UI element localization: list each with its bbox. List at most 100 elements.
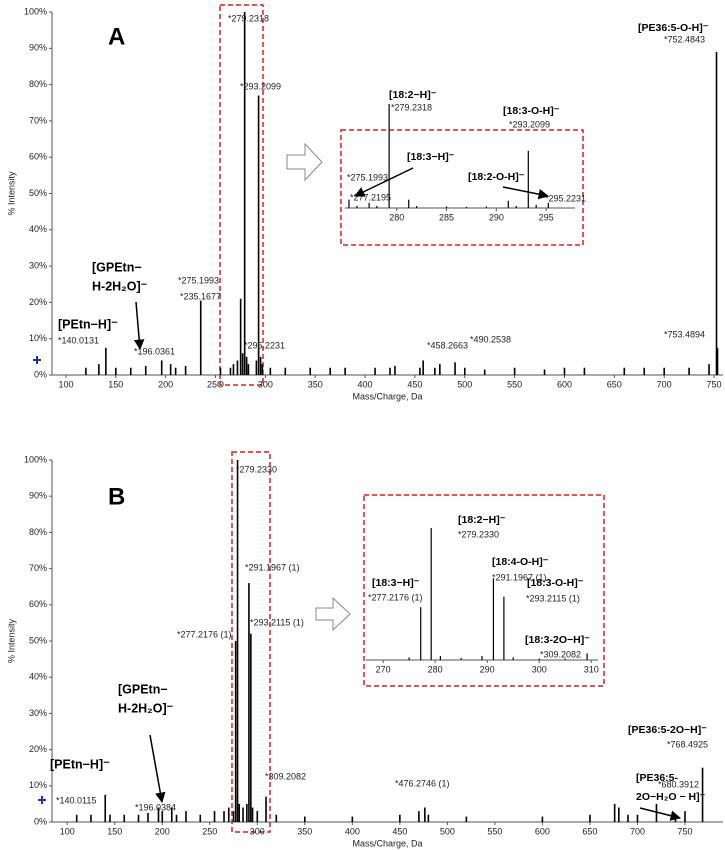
peak-label: *293.2115 (1) bbox=[250, 617, 304, 627]
y-tick-label: 30% bbox=[29, 708, 47, 718]
x-tick-label: 290 bbox=[480, 664, 495, 674]
annotation: [18:3-2O−H]⁻ bbox=[525, 634, 590, 646]
zoom-arrow bbox=[315, 596, 351, 632]
y-tick-label: 90% bbox=[29, 491, 47, 501]
peak-label: *140.0115 bbox=[56, 795, 96, 805]
peak-label: *196.0384 bbox=[135, 802, 176, 812]
x-tick-label: 250 bbox=[202, 826, 217, 836]
annotation: [GPEtn− bbox=[118, 682, 168, 696]
peak-label: *277.2176 (1) bbox=[368, 592, 423, 602]
annotation: [18:2-O-H]⁻ bbox=[468, 171, 525, 183]
annotation: 2O−H₂O − H]⁻ bbox=[636, 791, 706, 803]
peak-label: *752.4843 bbox=[664, 34, 705, 44]
x-tick-label: 150 bbox=[107, 826, 122, 836]
y-tick-label: 60% bbox=[29, 152, 47, 162]
x-tick-label: 400 bbox=[345, 826, 360, 836]
peak-label: *309.2082 bbox=[540, 649, 581, 659]
annotation: H-2H₂O]⁻ bbox=[92, 279, 148, 293]
peak-label: *275.1993 bbox=[347, 172, 388, 182]
peak-label: *196.0361 bbox=[134, 346, 175, 356]
y-axis-title: % Intensity bbox=[6, 171, 16, 216]
y-tick-label: 60% bbox=[29, 599, 47, 609]
x-tick-label: 500 bbox=[440, 826, 455, 836]
annotation: [18:4-O-H]⁻ bbox=[492, 556, 549, 568]
x-axis-title: Mass/Charge, Da bbox=[352, 391, 422, 401]
inset-box bbox=[340, 129, 584, 246]
annotation: [18:3−H]⁻ bbox=[372, 577, 420, 589]
y-tick-label: 20% bbox=[29, 297, 47, 307]
x-tick-label: 300 bbox=[532, 664, 547, 674]
y-tick-label: 80% bbox=[29, 79, 47, 89]
annotation: [18:3-O-H]⁻ bbox=[503, 105, 560, 117]
x-tick-label: 285 bbox=[439, 212, 454, 222]
peak-label: *753.4894 bbox=[664, 329, 705, 339]
annotation-arrow bbox=[354, 167, 414, 197]
x-tick-label: 270 bbox=[376, 664, 391, 674]
highlight-box bbox=[231, 451, 271, 833]
peak-label: *140.0131 bbox=[58, 335, 99, 345]
peak-label: *293.2099 bbox=[509, 119, 550, 129]
peak-label: *279.2318 bbox=[391, 102, 432, 112]
peak-label: *309.2082 bbox=[265, 771, 306, 781]
zoom-arrow bbox=[286, 142, 323, 182]
x-tick-label: 550 bbox=[487, 826, 502, 836]
inset-box bbox=[363, 494, 605, 687]
x-tick-label: 600 bbox=[535, 826, 550, 836]
annotation: [PE36:5- bbox=[636, 772, 679, 784]
y-tick-label: 50% bbox=[29, 635, 47, 645]
peak-label: *768.4925 bbox=[667, 739, 708, 749]
x-tick-label: 450 bbox=[392, 826, 407, 836]
peak-label: *295.2231 bbox=[545, 193, 586, 203]
y-tick-label: 10% bbox=[29, 780, 47, 790]
x-tick-label: 295 bbox=[539, 212, 554, 222]
panel-label: B bbox=[108, 483, 125, 510]
x-tick-label: 150 bbox=[108, 379, 123, 389]
x-tick-label: 550 bbox=[507, 379, 522, 389]
y-axis-title: % Intensity bbox=[6, 618, 16, 663]
annotation-arrow bbox=[149, 734, 166, 804]
peak-label: *490.2538 bbox=[470, 334, 511, 344]
x-tick-label: 300 bbox=[258, 379, 273, 389]
annotation: [PEtn−H]⁻ bbox=[58, 317, 118, 331]
y-tick-label: 100% bbox=[24, 6, 47, 16]
x-tick-label: 100 bbox=[58, 379, 73, 389]
annotation: [PE36:5-O-H]⁻ bbox=[638, 22, 709, 34]
x-tick-label: 450 bbox=[407, 379, 422, 389]
x-tick-label: 200 bbox=[155, 826, 170, 836]
peak-label: *291.1967 (1) bbox=[492, 572, 547, 582]
annotation: [18:2−H]⁻ bbox=[458, 514, 506, 526]
highlight-box bbox=[219, 4, 264, 386]
peak-label: *293.2115 (1) bbox=[526, 593, 580, 603]
y-tick-label: 70% bbox=[29, 115, 47, 125]
marker-cross bbox=[38, 796, 46, 804]
annotation: H-2H₂O]⁻ bbox=[118, 701, 174, 715]
x-tick-label: 200 bbox=[158, 379, 173, 389]
x-tick-label: 350 bbox=[308, 379, 323, 389]
y-tick-label: 0% bbox=[34, 816, 47, 826]
x-tick-label: 100 bbox=[60, 826, 75, 836]
x-tick-label: 25O bbox=[207, 379, 224, 389]
peak-label: *279.2330 bbox=[458, 529, 499, 539]
peak-label: *291.1967 (1) bbox=[245, 562, 300, 572]
x-tick-label: 300 bbox=[250, 826, 265, 836]
y-tick-label: 10% bbox=[29, 333, 47, 343]
y-tick-label: 80% bbox=[29, 527, 47, 537]
peak-label: *295.2231 bbox=[244, 340, 285, 350]
peak-label: *680.3912 bbox=[658, 779, 699, 789]
x-tick-label: 700 bbox=[657, 379, 672, 389]
panel-label: A bbox=[108, 23, 125, 50]
peak-label: *458.2663 bbox=[427, 340, 468, 350]
y-tick-label: 40% bbox=[29, 224, 47, 234]
x-tick-label: 600 bbox=[557, 379, 572, 389]
y-tick-label: 20% bbox=[29, 744, 47, 754]
x-tick-label: 280 bbox=[428, 664, 443, 674]
x-tick-label: 750 bbox=[707, 379, 722, 389]
annotation: [PEtn−H]⁻ bbox=[50, 757, 110, 771]
marker-cross bbox=[33, 356, 41, 364]
y-tick-label: 50% bbox=[29, 188, 47, 198]
annotation-arrow bbox=[502, 186, 550, 200]
y-tick-label: 100% bbox=[24, 454, 47, 464]
x-tick-label: 650 bbox=[607, 379, 622, 389]
annotation-arrow bbox=[639, 807, 682, 821]
